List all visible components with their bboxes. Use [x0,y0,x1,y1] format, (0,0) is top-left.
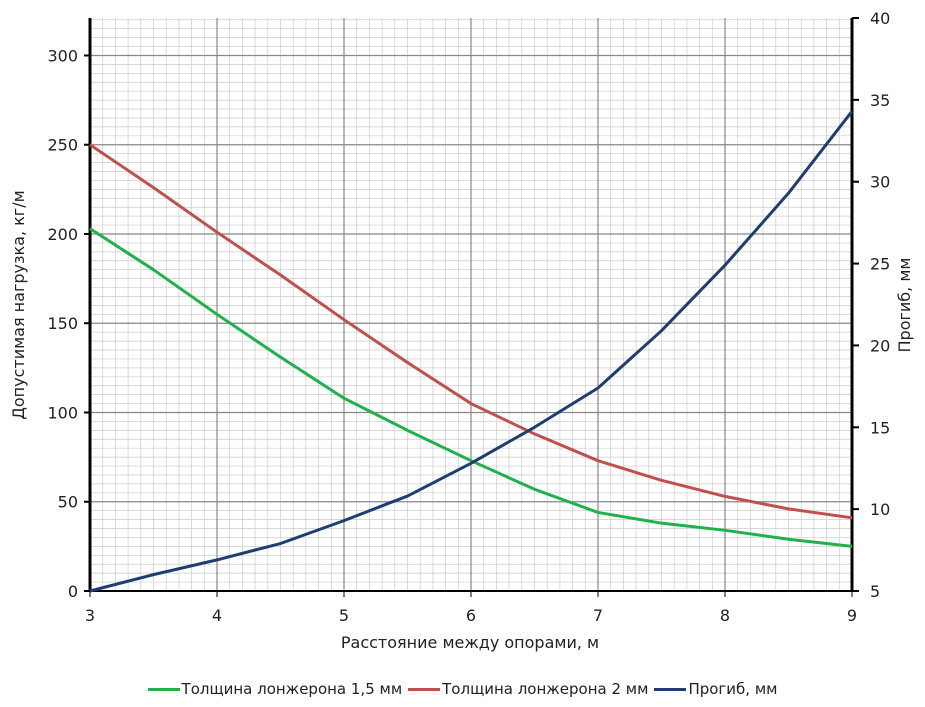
y-tick-label: 200 [47,225,78,244]
series-line [89,227,853,548]
y2-tick-label: 40 [870,9,890,28]
y2-tick-label: 10 [870,500,890,519]
x-axis-label: Расстояние между опорами, м [341,633,599,652]
y-axis-label: Допустимая нагрузка, кг/м [9,190,28,419]
y2-tick-label: 35 [870,91,890,110]
x-tick-label: 5 [339,606,349,625]
y2-axis-label: Прогиб, мм [895,258,914,353]
x-tick-label: 7 [593,606,603,625]
chart: Расстояние между опорами, м Допустимая н… [9,9,914,652]
x-tick-label: 3 [85,606,95,625]
y-tick-label: 300 [47,46,78,65]
y2-tick-label: 15 [870,418,890,437]
legend-label: Прогиб, мм [688,680,778,698]
y2-tick-label: 5 [870,582,880,601]
y-tick-label: 100 [47,403,78,422]
legend-label: Толщина лонжерона 2 мм [442,680,649,698]
series-line [89,143,853,520]
series-line [89,110,854,593]
y-tick-label: 0 [68,582,78,601]
x-tick-label: 6 [466,606,476,625]
legend: Толщина лонжерона 1,5 мм Толщина лонжерон… [0,680,925,698]
y-tick-label: 250 [47,136,78,155]
y-tick-label: 50 [58,493,78,512]
legend-swatch [408,687,441,691]
x-tick-label: 8 [720,606,730,625]
y-tick-label: 150 [47,314,78,333]
legend-item: Прогиб, мм [654,680,777,698]
legend-label: Толщина лонжерона 1,5 мм [181,680,403,698]
x-tick-label: 9 [847,606,857,625]
legend-swatch [654,687,687,691]
y2-tick-label: 25 [870,255,890,274]
legend-item: Толщина лонжерона 2 мм [408,680,648,698]
legend-item: Толщина лонжерона 1,5 мм [147,680,403,698]
x-tick-label: 4 [212,606,222,625]
y2-tick-label: 30 [870,173,890,192]
y2-tick-label: 20 [870,336,890,355]
legend-swatch [147,687,180,691]
